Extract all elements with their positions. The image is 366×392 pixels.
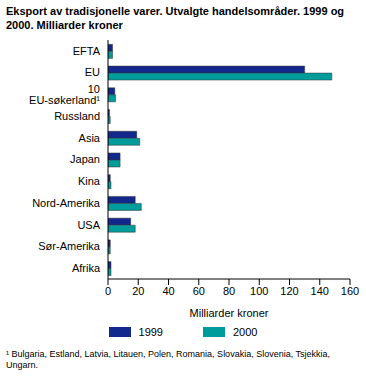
svg-text:Sør-Amerika: Sør-Amerika [38,240,101,252]
svg-text:100: 100 [250,285,268,297]
svg-text:USA: USA [77,219,100,231]
svg-text:Afrika: Afrika [72,262,101,274]
html-text:2000: 2000 [233,326,258,338]
svg-text:0: 0 [105,285,111,297]
svg-text:Asia: Asia [79,132,101,144]
svg-text:Russland: Russland [54,110,100,122]
svg-text:60: 60 [193,285,205,297]
svg-text:EFTA: EFTA [73,45,101,57]
svg-text:Milliarder kroner: Milliarder kroner [190,307,269,319]
svg-text:160: 160 [341,285,358,297]
svg-text:20: 20 [132,285,144,297]
svg-text:10EU-søkerland¹: 10EU-søkerland¹ [29,83,100,106]
html-text:1999: 1999 [138,326,163,338]
svg-text:EU: EU [85,66,100,78]
svg-text:Nord-Amerika: Nord-Amerika [32,197,101,209]
svg-text:140: 140 [311,285,329,297]
svg-text:Kina: Kina [78,175,101,187]
svg-text:120: 120 [280,285,298,297]
html-text:Eksport av tradisjonelle varer: Eksport av tradisjonelle varer. Utvalgte… [6,5,345,31]
svg-text:80: 80 [223,285,235,297]
svg-text:Japan: Japan [70,153,100,165]
html-text:¹ Bulgaria, Estland, Latvia, L: ¹ Bulgaria, Estland, Latvia, Litauen, Po… [6,349,330,370]
svg-text:40: 40 [162,285,174,297]
